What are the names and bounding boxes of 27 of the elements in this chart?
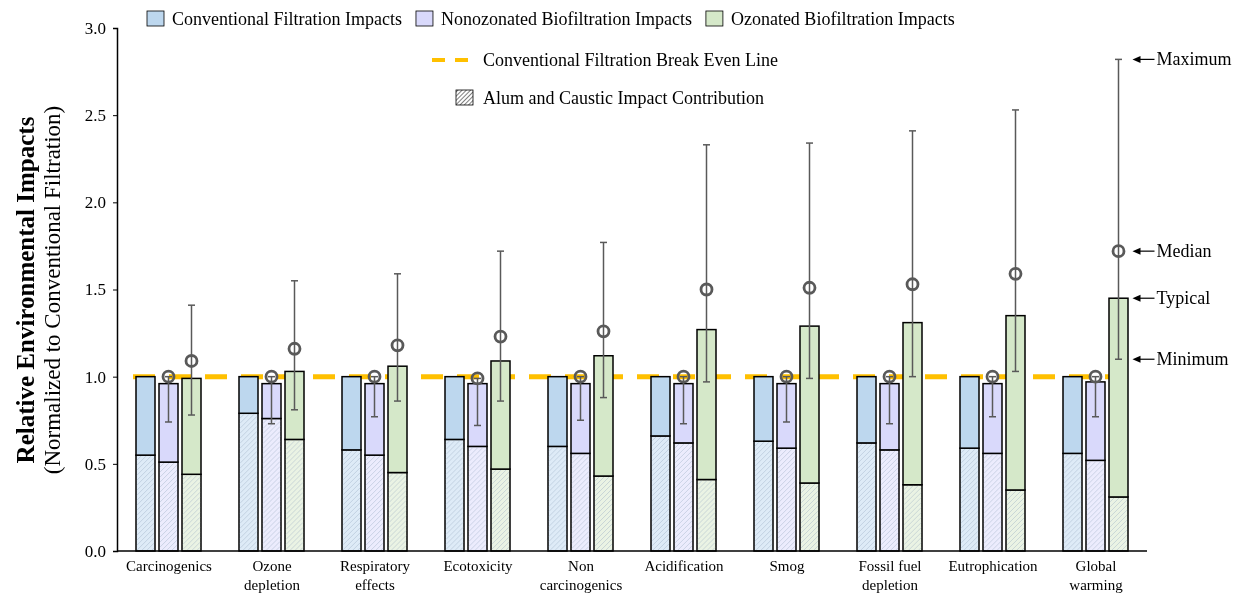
y-tick-label: 2.0 xyxy=(84,193,106,213)
y-tick-label: 3.0 xyxy=(84,18,106,38)
x-tick-label: Acidification xyxy=(644,558,725,574)
text: Median xyxy=(1156,241,1212,262)
x-tick-label: Non carcinogenics xyxy=(539,558,623,593)
x-tick-label: Respiratory effects xyxy=(340,558,411,593)
y-tick-label: 2.5 xyxy=(84,106,106,126)
x-tick-label: Smog xyxy=(769,558,805,574)
text: Typical xyxy=(1156,288,1211,309)
legend-label: Conventional Filtration Break Even Line xyxy=(483,50,778,70)
x-tick-label: Fossil fuel depletion xyxy=(858,558,922,593)
text: Maximum xyxy=(1156,49,1232,70)
text: Minimum xyxy=(1156,349,1229,370)
y-tick-label: 1.5 xyxy=(84,280,106,300)
y-axis-title: Relative Environmental Impacts (Normalized to Conventional Filtration) xyxy=(12,105,65,475)
y-tick-label: 0.0 xyxy=(84,541,106,561)
legend-label: Nonozonated Biofiltration Impacts xyxy=(440,9,692,29)
legend-label: Ozonated Biofiltration Impacts xyxy=(730,9,955,29)
legend-label: Conventional Filtration Impacts xyxy=(172,9,402,29)
x-tick-label: Carcinogenics xyxy=(126,558,213,574)
x-tick-label: Ozone depletion xyxy=(244,558,301,593)
annotation: Alum and Caustic Impact Contribution xyxy=(483,88,764,108)
y-tick-label: 0.5 xyxy=(84,454,106,474)
x-tick-label: Ecotoxicity xyxy=(443,558,514,574)
y-tick-label: 1.0 xyxy=(84,367,106,387)
x-tick-label: Global warming xyxy=(1069,558,1124,593)
x-tick-label: Eutrophication xyxy=(948,558,1039,574)
